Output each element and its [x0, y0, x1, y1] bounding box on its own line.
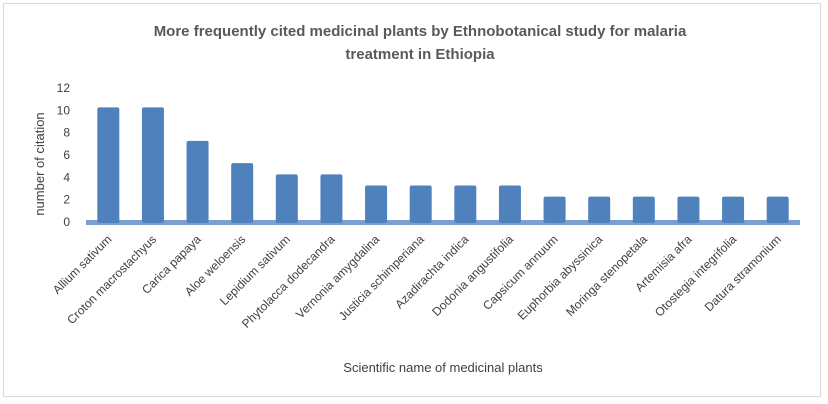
bar [454, 185, 477, 223]
x-tick-label: Datura stramonium [702, 232, 784, 314]
y-tick-label: 10 [57, 103, 71, 117]
x-tick-label: Dodonia angustifolia [429, 232, 516, 319]
bar [320, 174, 343, 223]
chart-area: More frequently cited medicinal plants b… [3, 3, 821, 397]
y-tick-label: 8 [63, 126, 70, 140]
bar [275, 174, 298, 223]
bar [186, 140, 209, 223]
bar-chart: More frequently cited medicinal plants b… [32, 23, 800, 375]
bar [409, 185, 432, 223]
y-tick-label: 6 [63, 148, 70, 162]
bars-group [97, 107, 789, 223]
x-tick-label: Croton macrostachyus [64, 232, 159, 327]
bar [141, 107, 164, 223]
chart-title-line-2: treatment in Ethiopia [345, 46, 495, 63]
bar [543, 196, 566, 223]
bar [231, 163, 254, 223]
x-tick-label: Euphorbia abyssinica [515, 232, 606, 323]
bar [97, 107, 120, 223]
bar [722, 196, 745, 223]
bar [766, 196, 789, 223]
y-axis-title: number of citation [32, 112, 47, 215]
y-tick-label: 4 [63, 170, 70, 184]
axis-floor [86, 220, 800, 225]
bar [632, 196, 655, 223]
bar [365, 185, 388, 223]
bar [677, 196, 700, 223]
chart-title-line-1: More frequently cited medicinal plants b… [154, 23, 687, 40]
bar [588, 196, 611, 223]
bar [498, 185, 521, 223]
y-tick-label: 12 [57, 81, 71, 95]
x-tick-label: Moringa stenopetala [563, 232, 650, 319]
x-tick-label: Justicia schimperiana [336, 232, 427, 323]
x-tick-label: Otostegia integrifolia [652, 232, 739, 319]
x-axis-title: Scientific name of medicinal plants [343, 360, 543, 375]
x-tick-label: Capsicum annuum [480, 232, 561, 313]
x-tick-label: Vernonia amygdalina [293, 232, 382, 321]
y-axis-ticks: 0 2 4 6 8 10 12 [57, 81, 71, 229]
y-tick-label: 2 [63, 193, 70, 207]
y-tick-label: 0 [63, 215, 70, 229]
